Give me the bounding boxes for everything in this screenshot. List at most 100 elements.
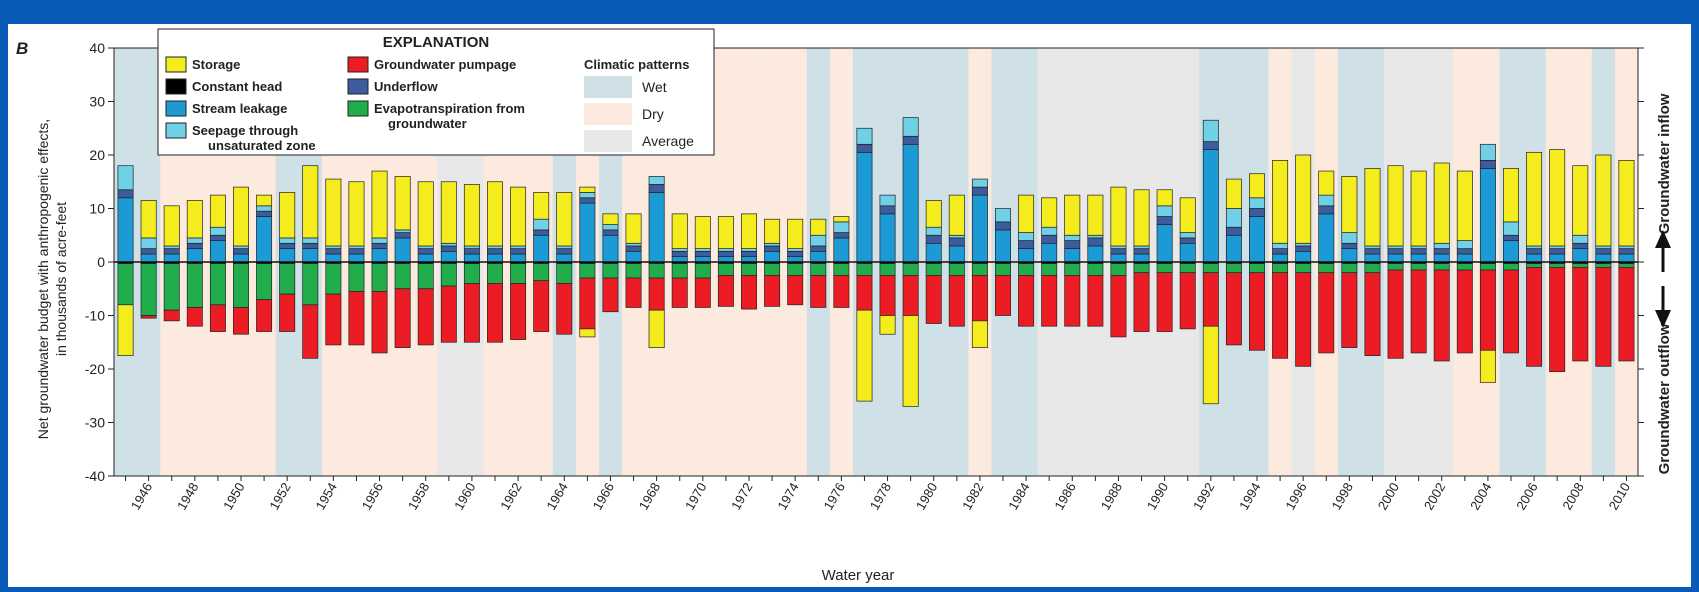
bar-1987-outflow-groundwater-pumpage	[1087, 275, 1104, 327]
bar-1958-inflow-storage	[417, 181, 434, 247]
bar-1957-inflow-underflow	[394, 232, 411, 239]
bar-1947-inflow-stream-leakage	[163, 253, 180, 263]
bar-1956-inflow-storage	[371, 170, 388, 239]
bar-1978-inflow-seepage-through-unsaturated-zone	[879, 194, 896, 207]
bar-1984-outflow-groundwater-pumpage	[1018, 275, 1035, 327]
bar-1970-inflow-seepage-through-unsaturated-zone	[694, 248, 711, 252]
bar-1979-inflow-seepage-through-unsaturated-zone	[902, 117, 919, 137]
bar-1986-outflow-evapotranspiration-from-groundwater	[1064, 263, 1081, 276]
bar-1998-inflow-stream-leakage	[1341, 248, 1358, 263]
y-axis-label-units: in thousands of acre-feet	[53, 202, 69, 356]
legend-swatch-wet	[584, 76, 632, 98]
bar-1946-inflow-underflow	[140, 248, 157, 255]
bar-1995-inflow-stream-leakage	[1272, 253, 1289, 263]
bar-1961-inflow-underflow	[487, 248, 503, 255]
bar-1976-inflow-underflow	[833, 232, 850, 239]
bar-1962-inflow-seepage-through-unsaturated-zone	[510, 245, 527, 249]
bar-1949-outflow-evapotranspiration-from-groundwater	[209, 263, 226, 306]
bar-2009-inflow-stream-leakage	[1595, 253, 1612, 263]
bar-1977-outflow-groundwater-pumpage	[856, 275, 873, 311]
bar-2002-inflow-stream-leakage	[1433, 253, 1450, 263]
bar-1965-outflow-storage	[579, 328, 596, 338]
legend-swatch-dry	[584, 103, 632, 125]
legend-title: EXPLANATION	[383, 34, 489, 51]
x-tick-label-1962: 1962	[497, 480, 524, 513]
bar-1985-inflow-underflow	[1041, 234, 1058, 244]
bar-1971-outflow-groundwater-pumpage	[717, 275, 734, 307]
bar-1979-inflow-underflow	[902, 135, 919, 145]
x-axis-label: Water year	[822, 567, 895, 584]
bar-1953-inflow-storage	[302, 165, 319, 239]
bar-1963-inflow-storage	[533, 192, 550, 220]
bar-1984-inflow-storage	[1018, 194, 1035, 233]
x-tick-label-1998: 1998	[1329, 480, 1356, 513]
x-tick-label-2000: 2000	[1375, 480, 1402, 513]
bar-1961-inflow-seepage-through-unsaturated-zone	[487, 245, 503, 249]
legend-label-seepage-line2: unsaturated zone	[208, 138, 316, 153]
bar-2006-inflow-stream-leakage	[1526, 253, 1543, 263]
bar-1960-inflow-stream-leakage	[463, 253, 480, 263]
bar-1981-inflow-seepage-through-unsaturated-zone	[948, 234, 965, 239]
bar-2008-inflow-seepage-through-unsaturated-zone	[1572, 234, 1589, 244]
x-tick-label-1952: 1952	[266, 480, 293, 513]
bar-1972-inflow-underflow	[741, 250, 757, 258]
bar-1981-inflow-underflow	[948, 237, 965, 247]
bar-1955-inflow-stream-leakage	[348, 253, 365, 263]
legend-explanation: EXPLANATION Storage Constant head Stream…	[157, 28, 715, 156]
groundwater-budget-chart: -40 -30 -20 -10 0 10 20 30 40 1946 1948 1950 1952 195…	[16, 28, 1673, 584]
bar-1989-inflow-underflow	[1133, 248, 1150, 255]
bar-1948-inflow-seepage-through-unsaturated-zone	[186, 237, 203, 244]
x-tick-label-1986: 1986	[1051, 480, 1078, 513]
bar-1990-inflow-stream-leakage	[1156, 224, 1173, 263]
bar-1977-outflow-evapotranspiration-from-groundwater	[856, 263, 873, 276]
bar-1955-outflow-groundwater-pumpage	[348, 291, 365, 346]
bar-1984-inflow-underflow	[1018, 240, 1035, 249]
bar-1992-inflow-underflow	[1202, 141, 1219, 150]
x-tick-label-1994: 1994	[1236, 480, 1263, 513]
bar-1997-inflow-seepage-through-unsaturated-zone	[1318, 194, 1335, 207]
bar-1994-outflow-groundwater-pumpage	[1249, 272, 1265, 351]
bar-1994-inflow-stream-leakage	[1249, 216, 1265, 263]
bar-1978-outflow-storage	[879, 315, 896, 335]
bar-2008-outflow-groundwater-pumpage	[1572, 267, 1589, 362]
bar-1991-inflow-seepage-through-unsaturated-zone	[1179, 232, 1196, 239]
x-tick-label-1978: 1978	[867, 480, 894, 513]
bar-1952-outflow-groundwater-pumpage	[279, 293, 296, 332]
bar-1949-inflow-seepage-through-unsaturated-zone	[209, 226, 226, 236]
bar-1993-outflow-evapotranspiration-from-groundwater	[1225, 263, 1242, 274]
bar-1990-outflow-groundwater-pumpage	[1156, 272, 1173, 332]
bar-1957-inflow-seepage-through-unsaturated-zone	[394, 229, 411, 233]
bar-1956-outflow-groundwater-pumpage	[371, 291, 388, 354]
bar-1972-inflow-stream-leakage	[741, 256, 757, 263]
bar-1987-inflow-storage	[1087, 194, 1104, 236]
legend-label-stream-leakage: Stream leakage	[192, 101, 287, 116]
legend-label-underflow: Underflow	[374, 79, 438, 94]
bar-1947-inflow-seepage-through-unsaturated-zone	[163, 245, 180, 249]
bar-1997-inflow-underflow	[1318, 205, 1335, 215]
legend-swatch-constant-head	[165, 78, 187, 95]
bar-1957-inflow-storage	[394, 176, 411, 231]
bar-1992-inflow-seepage-through-unsaturated-zone	[1202, 119, 1219, 142]
bar-1956-inflow-seepage-through-unsaturated-zone	[371, 237, 388, 244]
bar-1998-outflow-evapotranspiration-from-groundwater	[1341, 263, 1358, 274]
bar-1983-outflow-evapotranspiration-from-groundwater	[995, 263, 1011, 276]
bar-2003-inflow-underflow	[1456, 248, 1473, 255]
bar-1946-outflow-evapotranspiration-from-groundwater	[140, 263, 157, 316]
y-tick-label-40: 40	[89, 40, 105, 56]
bar-1981-outflow-groundwater-pumpage	[948, 275, 965, 327]
bar-1957-inflow-stream-leakage	[394, 237, 411, 263]
bar-1948-outflow-evapotranspiration-from-groundwater	[186, 263, 203, 308]
bar-1950-outflow-groundwater-pumpage	[233, 307, 249, 335]
bar-1956-inflow-stream-leakage	[371, 248, 388, 263]
bar-1978-outflow-groundwater-pumpage	[879, 275, 896, 316]
bar-1962-inflow-stream-leakage	[510, 253, 527, 263]
bar-1954-outflow-groundwater-pumpage	[325, 293, 342, 346]
bar-1963-outflow-groundwater-pumpage	[533, 280, 550, 332]
bar-1959-outflow-evapotranspiration-from-groundwater	[440, 263, 457, 287]
bar-1986-inflow-stream-leakage	[1064, 248, 1081, 263]
bar-2009-outflow-evapotranspiration-from-groundwater	[1595, 263, 1612, 268]
bar-1973-inflow-stream-leakage	[764, 250, 781, 263]
bar-1993-inflow-storage	[1225, 178, 1242, 209]
x-tick-label-2008: 2008	[1559, 480, 1586, 513]
